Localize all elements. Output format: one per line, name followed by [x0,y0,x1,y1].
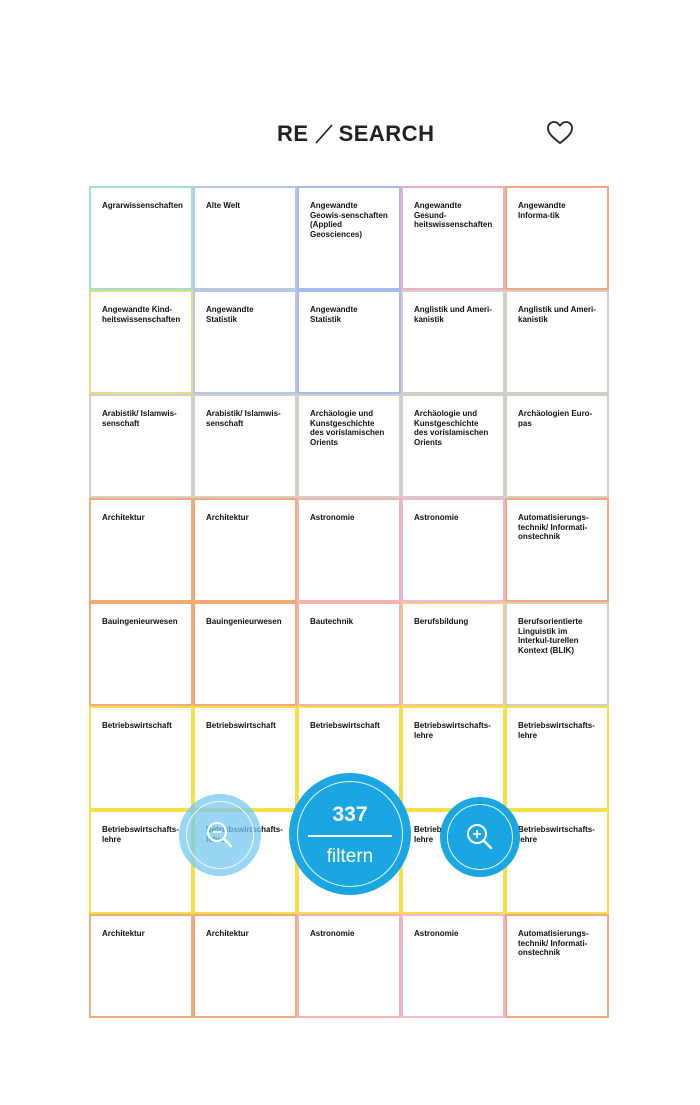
subject-tile[interactable]: Architektur [89,498,193,602]
subject-tile[interactable]: Betriebswirtschafts-lehre [89,810,193,914]
zoom-out-icon [207,822,233,848]
subject-tile[interactable]: Arabistik/ Islamwis-senschaft [89,394,193,498]
logo-text-search: SEARCH [338,121,435,146]
filter-label: filtern [326,845,374,867]
subject-tile[interactable]: Astronomie [401,498,505,602]
subject-tile[interactable]: Astronomie [297,914,401,1018]
result-count: 337 [332,802,368,826]
subject-tile[interactable]: Angewandte Informa-tik [505,186,609,290]
subject-tile[interactable]: Berufsbildung [401,602,505,706]
subject-tile[interactable]: Bauingenieurwesen [193,602,297,706]
favorites-button[interactable] [545,118,575,148]
subject-tile[interactable]: Architektur [193,498,297,602]
subject-tile[interactable]: Archäologie und Kunstgeschichte des vori… [401,394,505,498]
heart-outline-icon [547,121,573,144]
subject-tile[interactable]: Angewandte Gesund-heitswissenschaften [401,186,505,290]
subject-tile[interactable]: Angewandte Statistik [193,290,297,394]
subject-tile[interactable]: Archäologien Euro-pas [505,394,609,498]
subject-tile[interactable]: Alte Welt [193,186,297,290]
subject-tile[interactable]: Agrarwissenschaften [89,186,193,290]
subject-tile[interactable]: Betriebswirtschafts-lehre [505,706,609,810]
zoom-out-button[interactable] [179,794,261,876]
subject-tile[interactable]: Betriebswirtschaft [193,706,297,810]
subject-tile[interactable]: Architektur [89,914,193,1018]
logo-text-re: RE [277,121,309,146]
subject-tile[interactable]: Anglistik und Ameri-kanistik [401,290,505,394]
zoom-in-icon [467,824,493,850]
subject-tile[interactable]: Betriebswirtschaft [89,706,193,810]
subject-tile[interactable]: Astronomie [297,498,401,602]
zoom-in-button[interactable] [440,797,520,877]
slash-icon [314,124,333,144]
subject-tile[interactable]: Automatisierungs-technik/ Informati-onst… [505,914,609,1018]
app-logo[interactable]: RE SEARCH [277,120,434,148]
subject-grid-viewport[interactable]: Agrarwissenschaften Alte Welt Angewandte G… [89,186,611,1018]
subject-tile[interactable]: Angewandte Geowis-senschaften (Applied G… [297,186,401,290]
subject-tile[interactable]: Automatisierungs-technik/ Informati-onst… [505,498,609,602]
app-header: RE SEARCH [0,112,700,156]
subject-grid: Agrarwissenschaften Alte Welt Angewandte G… [89,186,611,1018]
subject-tile[interactable]: Angewandte Kind-heitswissenschaften [89,290,193,394]
subject-tile[interactable]: Archäologie und Kunstgeschichte des vori… [297,394,401,498]
subject-tile[interactable]: Bauingenieurwesen [89,602,193,706]
subject-tile[interactable]: Berufsorientierte Linguistik im Interkul… [505,602,609,706]
subject-tile[interactable]: Betriebswirtschafts-lehre [401,706,505,810]
subject-tile[interactable]: Angewandte Statistik [297,290,401,394]
filter-divider [308,834,392,837]
subject-tile[interactable]: Betriebswirtschafts-lehre [505,810,609,914]
subject-tile[interactable]: Arabistik/ Islamwis-senschaft [193,394,297,498]
subject-tile[interactable]: Anglistik und Ameri-kanistik [505,290,609,394]
subject-tile[interactable]: Architektur [193,914,297,1018]
filter-button[interactable]: 337 filtern [289,773,411,895]
subject-tile[interactable]: Astronomie [401,914,505,1018]
subject-tile[interactable]: Bautechnik [297,602,401,706]
